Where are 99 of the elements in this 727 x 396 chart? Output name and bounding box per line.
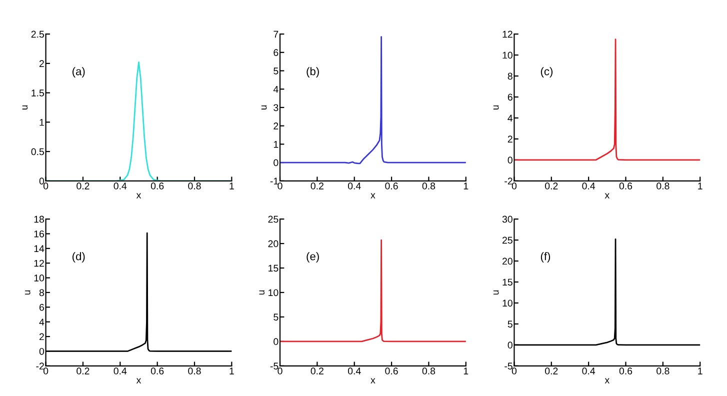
x-tick-label: 0.6 — [619, 368, 632, 374]
y-tick-label: 10 — [268, 289, 278, 296]
x-tick-label: 0.4 — [114, 368, 127, 374]
y-tick-label: 7 — [274, 30, 278, 38]
y-axis-title: u — [25, 290, 30, 295]
line-series — [514, 38, 700, 161]
x-axis-title: x — [604, 378, 610, 384]
y-tick-label: 5 — [508, 320, 512, 328]
x-tick-label: 0.6 — [385, 182, 398, 190]
y-tick-label: 2 — [39, 333, 44, 340]
y-tick-label: 2 — [274, 122, 278, 130]
x-tick-label: 0.2 — [310, 182, 324, 190]
y-tick-label: 8 — [508, 72, 512, 80]
annotation: (f) — [540, 252, 550, 262]
x-tick-label: 0.6 — [619, 182, 632, 190]
y-tick-label: 25 — [268, 216, 278, 223]
x-tick-label: 0.4 — [114, 182, 127, 190]
annotation: (d) — [72, 252, 85, 262]
x-tick-label: 0.8 — [656, 182, 670, 190]
y-tick-label: 2.5 — [31, 30, 44, 38]
y-tick-label: 0.5 — [31, 148, 44, 156]
annotation: (b) — [306, 67, 319, 78]
y-tick-label: 30 — [502, 216, 512, 223]
x-tick-label: 0.4 — [582, 368, 596, 374]
y-tick-label: 5 — [274, 314, 278, 321]
x-tick-label: 1 — [698, 368, 702, 374]
x-tick-label: 0.2 — [545, 368, 558, 374]
y-tick-label: -1 — [270, 178, 278, 184]
y-tick-label: 12 — [502, 30, 512, 38]
y-tick-label: 6 — [508, 94, 512, 101]
y-tick-label: 15 — [268, 264, 278, 272]
y-tick-label: 0 — [508, 156, 512, 164]
y-tick-label: 0 — [274, 159, 278, 166]
x-tick-label: 0.8 — [422, 182, 436, 190]
x-tick-label: 1 — [698, 182, 702, 190]
y-tick-label: 15 — [502, 278, 512, 286]
x-tick-label: 0.8 — [188, 182, 201, 190]
y-tick-label: 5 — [274, 68, 278, 74]
x-tick-label: 0.8 — [656, 368, 670, 374]
y-tick-label: 6 — [40, 304, 44, 311]
x-axis-title: x — [136, 378, 142, 384]
y-tick-label: 0 — [508, 342, 512, 349]
y-tick-label: 1 — [274, 141, 278, 148]
x-tick-label: 1 — [230, 368, 234, 374]
y-axis-title: u — [261, 105, 267, 110]
x-tick-label: 0.2 — [310, 368, 324, 374]
y-tick-label: 20 — [502, 258, 512, 265]
y-tick-label: 3 — [274, 104, 278, 112]
y-tick-label: 25 — [502, 236, 512, 244]
y-tick-label: 10 — [502, 52, 512, 59]
y-tick-label: 1.5 — [32, 90, 44, 96]
y-tick-label: 10 — [34, 274, 44, 282]
y-tick-label: 4 — [508, 114, 513, 122]
x-axis-title: x — [604, 193, 610, 198]
y-tick-label: 10 — [502, 300, 512, 307]
y-tick-label: 18 — [34, 216, 44, 223]
x-tick-label: 0.4 — [348, 368, 361, 374]
x-tick-label: 1 — [464, 182, 468, 190]
y-tick-label: 4 — [39, 318, 44, 326]
x-tick-label: 0.6 — [150, 182, 164, 190]
y-axis-title: u — [22, 105, 28, 110]
y-tick-label: -5 — [270, 362, 278, 370]
x-tick-label: 0.2 — [76, 368, 90, 374]
x-tick-label: 0.8 — [188, 368, 201, 374]
x-tick-label: 0.8 — [422, 368, 436, 374]
x-tick-label: 0.4 — [582, 182, 596, 190]
annotation: (e) — [306, 252, 319, 262]
y-tick-label: 12 — [34, 260, 44, 267]
y-tick-label: -2 — [504, 178, 512, 184]
y-tick-label: 14 — [34, 245, 44, 252]
x-tick-label: 0.2 — [76, 182, 90, 190]
y-axis-title: u — [493, 105, 499, 110]
line-series — [280, 36, 466, 164]
annotation: (a) — [72, 67, 85, 78]
x-tick-label: 0.4 — [348, 182, 361, 190]
y-tick-label: 4 — [273, 86, 278, 93]
x-axis-title: x — [370, 193, 376, 198]
line-series — [280, 239, 466, 342]
y-tick-label: 0 — [39, 348, 44, 355]
x-tick-label: 0.6 — [385, 368, 398, 374]
annotation: (c) — [540, 67, 553, 78]
y-tick-label: 2 — [39, 60, 44, 67]
y-axis-title: u — [259, 290, 264, 295]
y-tick-label: 20 — [268, 240, 278, 248]
x-tick-label: 1 — [230, 182, 234, 190]
y-tick-label: 8 — [39, 289, 44, 296]
x-tick-label: 0.6 — [150, 368, 164, 374]
y-axis-title: u — [493, 290, 499, 295]
x-axis-title: x — [136, 193, 142, 198]
y-tick-label: 6 — [274, 49, 278, 56]
y-tick-label: 1 — [40, 118, 44, 126]
y-tick-label: -5 — [504, 362, 512, 370]
y-tick-label: 2 — [508, 136, 512, 142]
y-tick-label: 0 — [274, 338, 278, 346]
x-tick-label: 0.2 — [545, 182, 558, 190]
y-tick-label: 16 — [34, 230, 44, 238]
x-axis-title: x — [370, 378, 376, 384]
y-tick-label: -2 — [36, 362, 44, 370]
x-tick-label: 1 — [464, 368, 468, 374]
